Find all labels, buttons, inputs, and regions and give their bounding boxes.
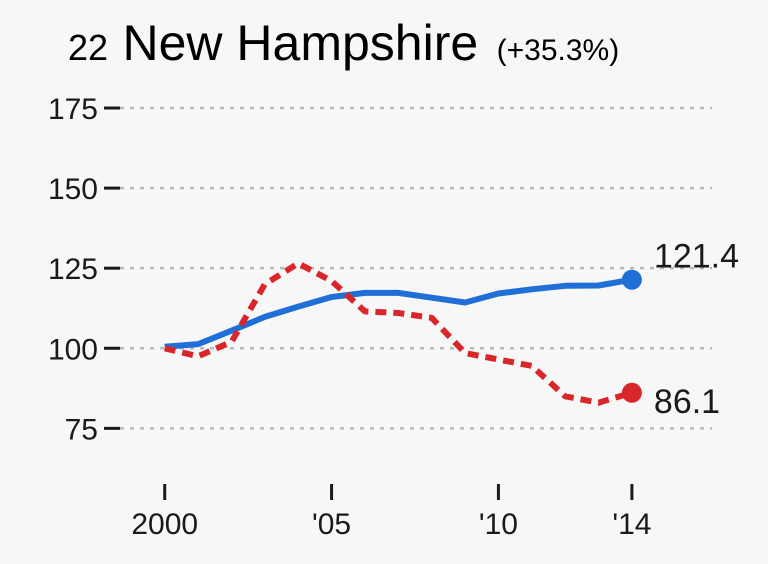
- end-label-blue: 121.4: [654, 238, 739, 276]
- series-line-blue: [164, 276, 633, 350]
- y-axis: 75 100 125 150 175: [48, 93, 120, 446]
- title-rank: 22: [68, 27, 108, 68]
- title-name: New Hampshire: [123, 15, 479, 71]
- series: [164, 260, 642, 406]
- gridlines: [120, 106, 712, 430]
- y-tick-label: 175: [48, 93, 98, 126]
- x-axis: 2000 '05 '10 '14: [131, 484, 651, 541]
- y-tick-label: 100: [48, 333, 98, 366]
- x-tick-label: '14: [612, 508, 651, 541]
- y-tick-label: 75: [65, 413, 98, 446]
- series-endpoint-red: [621, 382, 642, 403]
- y-tick-label: 150: [48, 173, 98, 206]
- end-label-red: 86.1: [654, 383, 720, 421]
- end-labels: 121.4 86.1: [654, 238, 739, 421]
- title-change: (+35.3%): [497, 34, 620, 67]
- series-line-red: [164, 260, 633, 406]
- x-tick-label: 2000: [131, 508, 198, 541]
- x-tick-label: '05: [312, 508, 351, 541]
- series-endpoint-blue: [621, 269, 642, 290]
- chart-title: 22 New Hampshire (+35.3%): [68, 15, 619, 71]
- x-tick-label: '10: [479, 508, 518, 541]
- y-tick-label: 125: [48, 253, 98, 286]
